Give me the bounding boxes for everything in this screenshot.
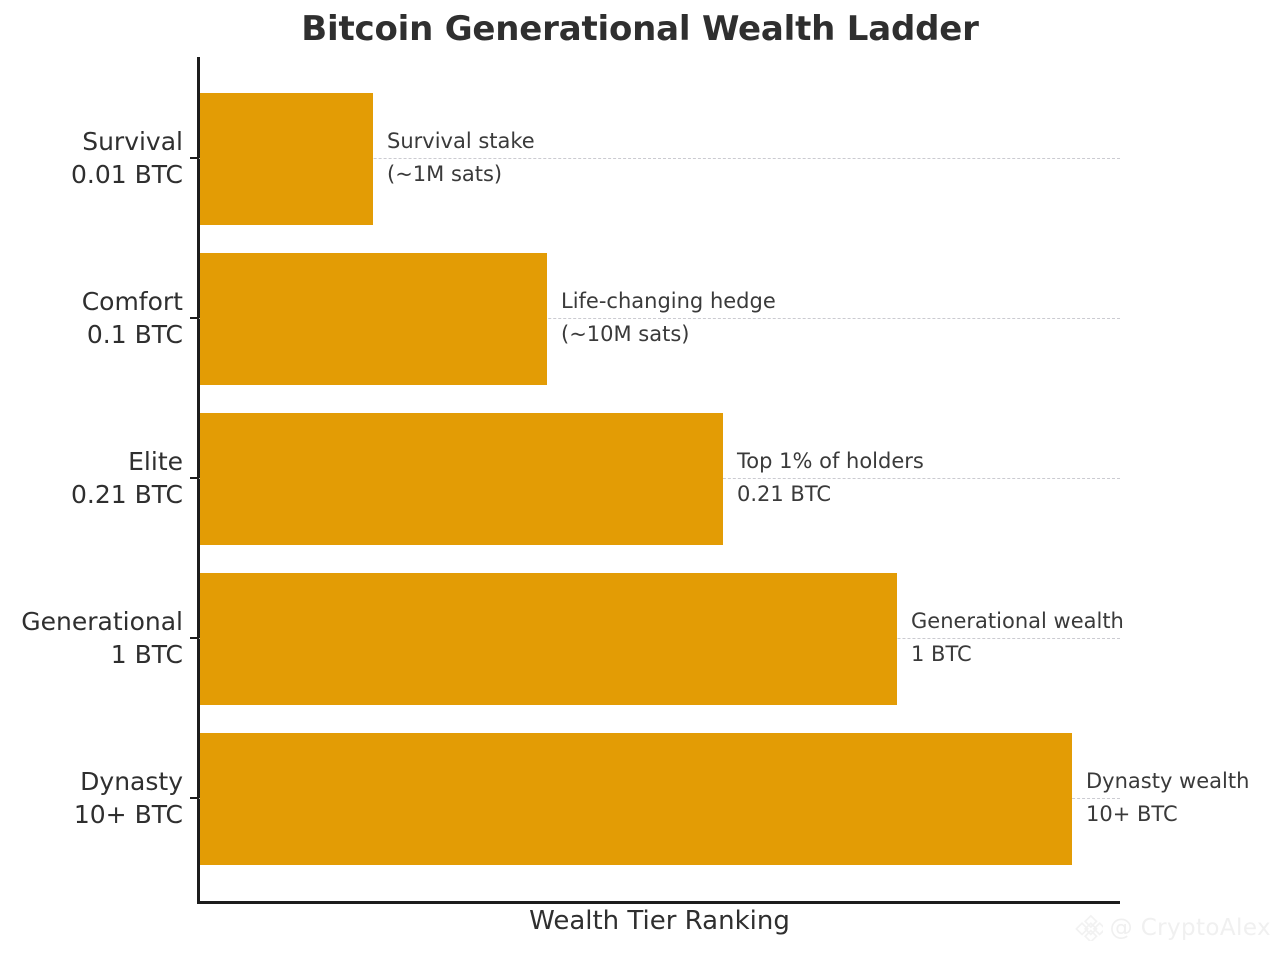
bar-annotation: Generational wealth 1 BTC [911, 605, 1124, 671]
bar-annotation: Dynasty wealth 10+ BTC [1086, 765, 1249, 831]
y-axis-tick [190, 157, 199, 159]
y-axis-tick [190, 477, 199, 479]
bar-annotation-line2: (~1M sats) [387, 162, 503, 186]
y-axis-tick [190, 797, 199, 799]
y-axis-tick [190, 637, 199, 639]
bar-annotation: Life-changing hedge (~10M sats) [561, 285, 776, 351]
tier-row: Comfort 0.1 BTC Life-changing hedge (~10M s… [0, 217, 1280, 385]
tier-row: Dynasty 10+ BTC Dynasty wealth 10+ BTC [0, 697, 1280, 865]
bar-annotation-line1: Top 1% of holders [737, 449, 924, 473]
tier-row: Elite 0.21 BTC Top 1% of holders 0.21 BTC [0, 377, 1280, 545]
tier-name: Generational [21, 607, 183, 636]
tier-name: Elite [128, 447, 183, 476]
tier-name: Dynasty [80, 767, 183, 796]
y-axis-tick-label: Elite 0.21 BTC [0, 445, 183, 511]
bar[interactable] [200, 573, 897, 705]
tier-amount: 0.01 BTC [70, 160, 183, 189]
bar-annotation-line1: Dynasty wealth [1086, 769, 1250, 793]
bar-annotation-line1: Life-changing hedge [561, 289, 776, 313]
y-axis-tick-label: Survival 0.01 BTC [0, 125, 183, 191]
tier-name: Comfort [81, 287, 183, 316]
bar[interactable] [200, 253, 547, 385]
bar-annotation: Top 1% of holders 0.21 BTC [737, 445, 924, 511]
y-axis-tick-label: Generational 1 BTC [0, 605, 183, 671]
tier-amount: 1 BTC [110, 640, 183, 669]
bar[interactable] [200, 93, 373, 225]
bar-annotation-line2: (~10M sats) [561, 322, 690, 346]
tier-name: Survival [82, 127, 183, 156]
bar-annotation-line2: 0.21 BTC [737, 482, 832, 506]
gridline [199, 318, 1120, 319]
bar-annotation-line2: 1 BTC [911, 642, 972, 666]
tier-amount: 0.21 BTC [70, 480, 183, 509]
bar-annotation-line1: Survival stake [387, 129, 535, 153]
chart-title: Bitcoin Generational Wealth Ladder [301, 9, 979, 49]
bar-annotation-line1: Generational wealth [911, 609, 1124, 633]
gridline [199, 158, 1120, 159]
bar[interactable] [200, 733, 1072, 865]
watermark-handle: @ CryptoAlex [1109, 915, 1271, 941]
tier-row: Generational 1 BTC Generational wealth 1 BT… [0, 537, 1280, 705]
y-axis-tick-label: Dynasty 10+ BTC [0, 765, 183, 831]
bar[interactable] [200, 413, 723, 545]
x-axis-label: Wealth Tier Ranking [529, 906, 790, 936]
tier-amount: 10+ BTC [73, 800, 183, 829]
y-axis-tick-label: Comfort 0.1 BTC [0, 285, 183, 351]
bar-annotation-line2: 10+ BTC [1086, 802, 1178, 826]
tier-amount: 0.1 BTC [86, 320, 183, 349]
bar-annotation: Survival stake (~1M sats) [387, 125, 535, 191]
y-axis-tick [190, 317, 199, 319]
tier-row: Survival 0.01 BTC Survival stake (~1M sats) [0, 57, 1280, 225]
y-axis-spine [197, 57, 200, 904]
x-axis-spine [197, 901, 1120, 904]
